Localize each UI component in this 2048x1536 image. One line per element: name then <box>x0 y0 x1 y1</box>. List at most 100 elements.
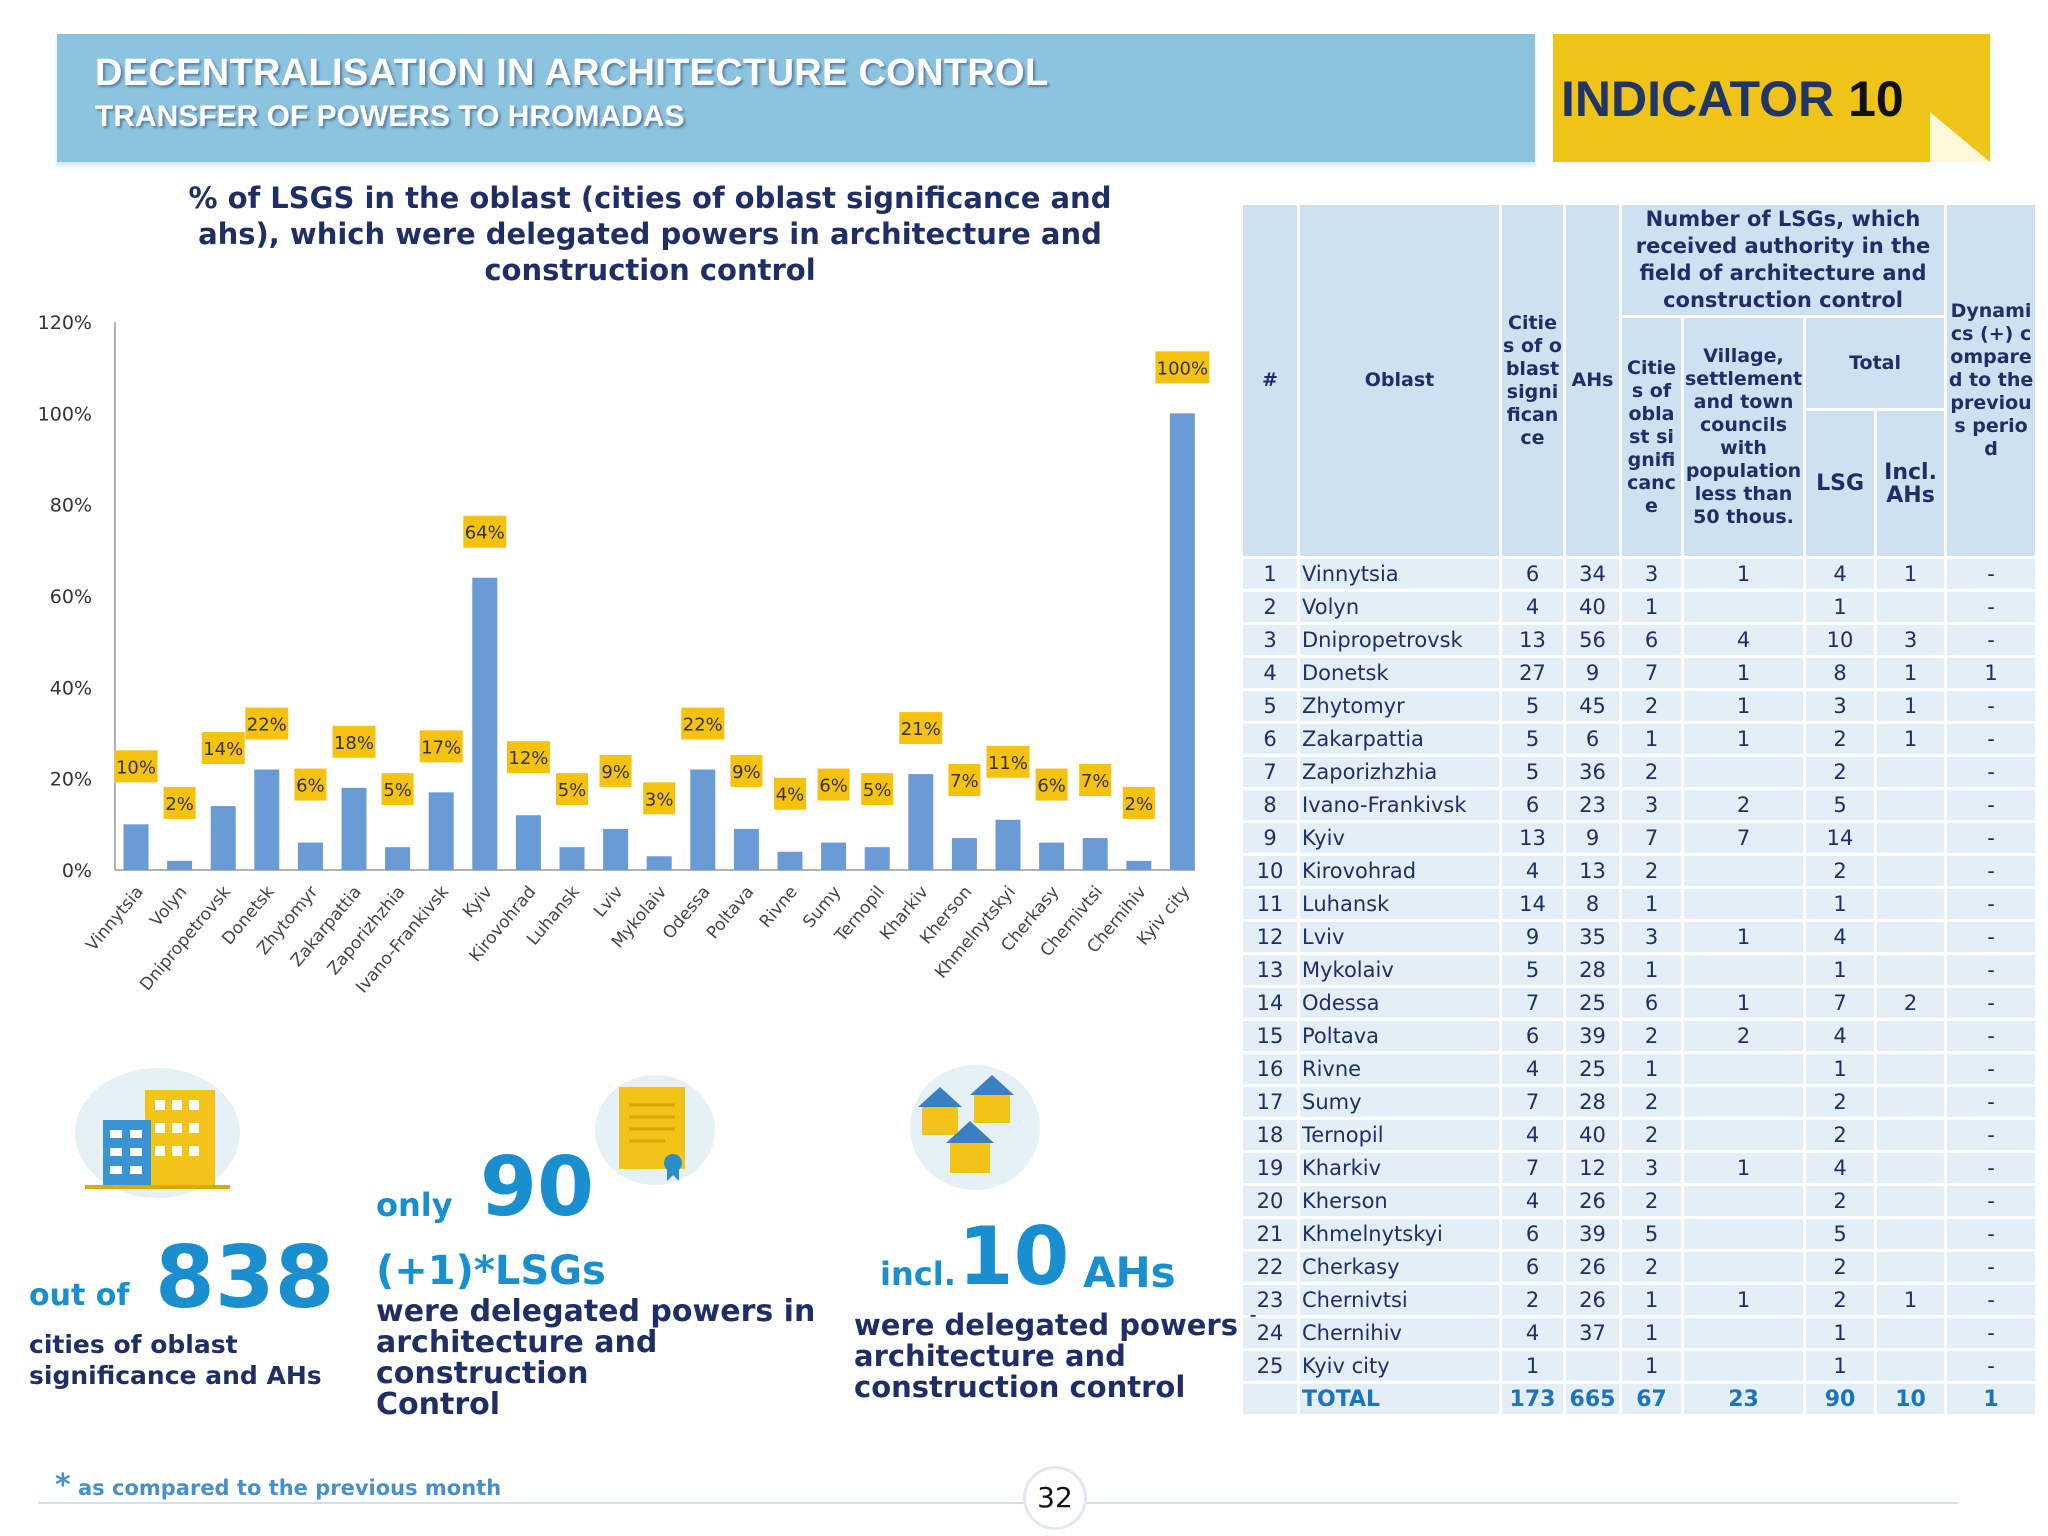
table-cell: Vinnytsia <box>1300 559 1499 589</box>
table-cell: 25 <box>1566 988 1619 1018</box>
table-cell: 4 <box>1502 1186 1563 1216</box>
table-row: 17 Sumy 7 28 2 2- <box>1243 1087 2036 1117</box>
table-cell: 19 <box>1243 1153 1297 1183</box>
table-cell: 5 <box>1502 955 1563 985</box>
table-cell: 23 <box>1243 1285 1297 1315</box>
x-tick-label: Vinnytsia <box>82 882 148 955</box>
table-cell: - <box>1947 1153 2036 1183</box>
bar <box>1169 413 1195 870</box>
bar <box>864 847 890 870</box>
table-cell: 13 <box>1566 856 1619 886</box>
table-cell: 1 <box>1622 1054 1681 1084</box>
bar <box>1039 842 1065 870</box>
table-cell: 8 <box>1243 790 1297 820</box>
table-cell <box>1877 1186 1945 1216</box>
footer-divider <box>38 1502 1958 1504</box>
table-cell: 20 <box>1243 1186 1297 1216</box>
table-cell <box>1684 1351 1804 1381</box>
table-cell: 5 <box>1806 790 1875 820</box>
table-cell: 6 <box>1622 988 1681 1018</box>
table-cell: - <box>1947 889 2036 919</box>
x-tick-label: Rivne <box>756 882 802 932</box>
table-cell: TOTAL <box>1300 1384 1499 1414</box>
table-cell: - <box>1947 988 2036 1018</box>
table-cell: 1 <box>1622 1318 1681 1348</box>
table-cell: Ternopil <box>1300 1120 1499 1150</box>
table-cell: 1 <box>1947 658 2036 688</box>
data-label-box <box>163 786 196 819</box>
table-total-row: TOTAL 173 665 67 23 90 10 1 <box>1243 1384 2036 1414</box>
table-row: 5 Zhytomyr 5 45 2 1 3 1- <box>1243 691 2036 721</box>
table-cell <box>1684 889 1804 919</box>
table-cell: 2 <box>1622 1186 1681 1216</box>
data-label: 11% <box>988 753 1028 774</box>
table-cell: 6 <box>1243 724 1297 754</box>
bar <box>515 815 541 870</box>
lsg-table: # Oblast Cities of oblast significance A… <box>1240 202 2038 1417</box>
bar <box>167 860 193 870</box>
header-oblast: Oblast <box>1300 205 1499 556</box>
table-cell: 7 <box>1622 658 1681 688</box>
table-cell: 28 <box>1566 1087 1619 1117</box>
table-cell: Sumy <box>1300 1087 1499 1117</box>
bar <box>1126 860 1152 870</box>
table-cell <box>1877 1153 1945 1183</box>
table-cell: - <box>1947 691 2036 721</box>
table-cell: 8 <box>1806 658 1875 688</box>
header-dynamics: Dynamics (+) compared to the previous pe… <box>1947 205 2036 556</box>
bar <box>123 824 149 870</box>
table-cell: 5 <box>1502 691 1563 721</box>
table-cell: Mykolaiv <box>1300 955 1499 985</box>
table-cell: 9 <box>1502 922 1563 952</box>
table-cell: - <box>1947 1087 2036 1117</box>
table-cell <box>1877 922 1945 952</box>
table-cell: 1 <box>1684 559 1804 589</box>
table-cell: 1 <box>1684 691 1804 721</box>
table-cell: 13 <box>1502 823 1563 853</box>
table-cell: 173 <box>1502 1384 1563 1414</box>
bar <box>210 806 236 870</box>
table-cell: 2 <box>1806 1252 1875 1282</box>
certificate-icon <box>595 1075 715 1185</box>
table-cell <box>1877 1351 1945 1381</box>
bar <box>341 787 367 870</box>
table-cell: - <box>1947 592 2036 622</box>
bar <box>777 851 803 870</box>
header-group-total: Total <box>1806 318 1945 408</box>
table-cell: - <box>1947 1318 2036 1348</box>
header-group-cities: Cities of oblast significance <box>1622 318 1681 556</box>
table-cell: 1 <box>1622 1285 1681 1315</box>
data-label: 6% <box>296 776 325 797</box>
table-cell: 7 <box>1502 1153 1563 1183</box>
table-cell: 4 <box>1806 1021 1875 1051</box>
data-label: 22% <box>247 715 287 736</box>
table-cell <box>1684 592 1804 622</box>
table-cell: 34 <box>1566 559 1619 589</box>
data-label-box <box>381 773 414 806</box>
footnote: * as compared to the previous month <box>55 1468 501 1503</box>
table-cell: 1 <box>1877 1285 1945 1315</box>
stat1-number: 838 <box>155 1228 335 1328</box>
table-cell: 3 <box>1877 625 1945 655</box>
table-row: 11 Luhansk 14 8 1 1- <box>1243 889 2036 919</box>
table-cell <box>1684 757 1804 787</box>
table-cell: 56 <box>1566 625 1619 655</box>
bar-chart: 0%20%40%60%80%100%120%10%Vinnytsia2%Voly… <box>38 312 1210 997</box>
data-label: 2% <box>165 794 194 815</box>
table-row: 16 Rivne 4 25 1 1- <box>1243 1054 2036 1084</box>
table-row: 21 Khmelnytskyi 6 39 5 5- <box>1243 1219 2036 1249</box>
table-cell: Zaporizhzhia <box>1300 757 1499 787</box>
table-row: 8 Ivano-Frankivsk 6 23 3 2 5 - <box>1243 790 2036 820</box>
stat3-number: 10 <box>958 1210 1070 1303</box>
table-cell: Zhytomyr <box>1300 691 1499 721</box>
table-cell: 6 <box>1622 625 1681 655</box>
data-label-box <box>681 707 725 740</box>
table-row: 3 Dnipropetrovsk 13 56 6 4 10 3- <box>1243 625 2036 655</box>
table-cell: - <box>1947 757 2036 787</box>
table-cell: Chernihiv <box>1300 1318 1499 1348</box>
header-title: DECENTRALISATION IN ARCHITECTURE CONTROL <box>95 52 1049 94</box>
table-cell: - <box>1947 856 2036 886</box>
table-cell: Luhansk <box>1300 889 1499 919</box>
data-label-box <box>556 773 588 806</box>
data-label: 7% <box>1081 771 1110 792</box>
